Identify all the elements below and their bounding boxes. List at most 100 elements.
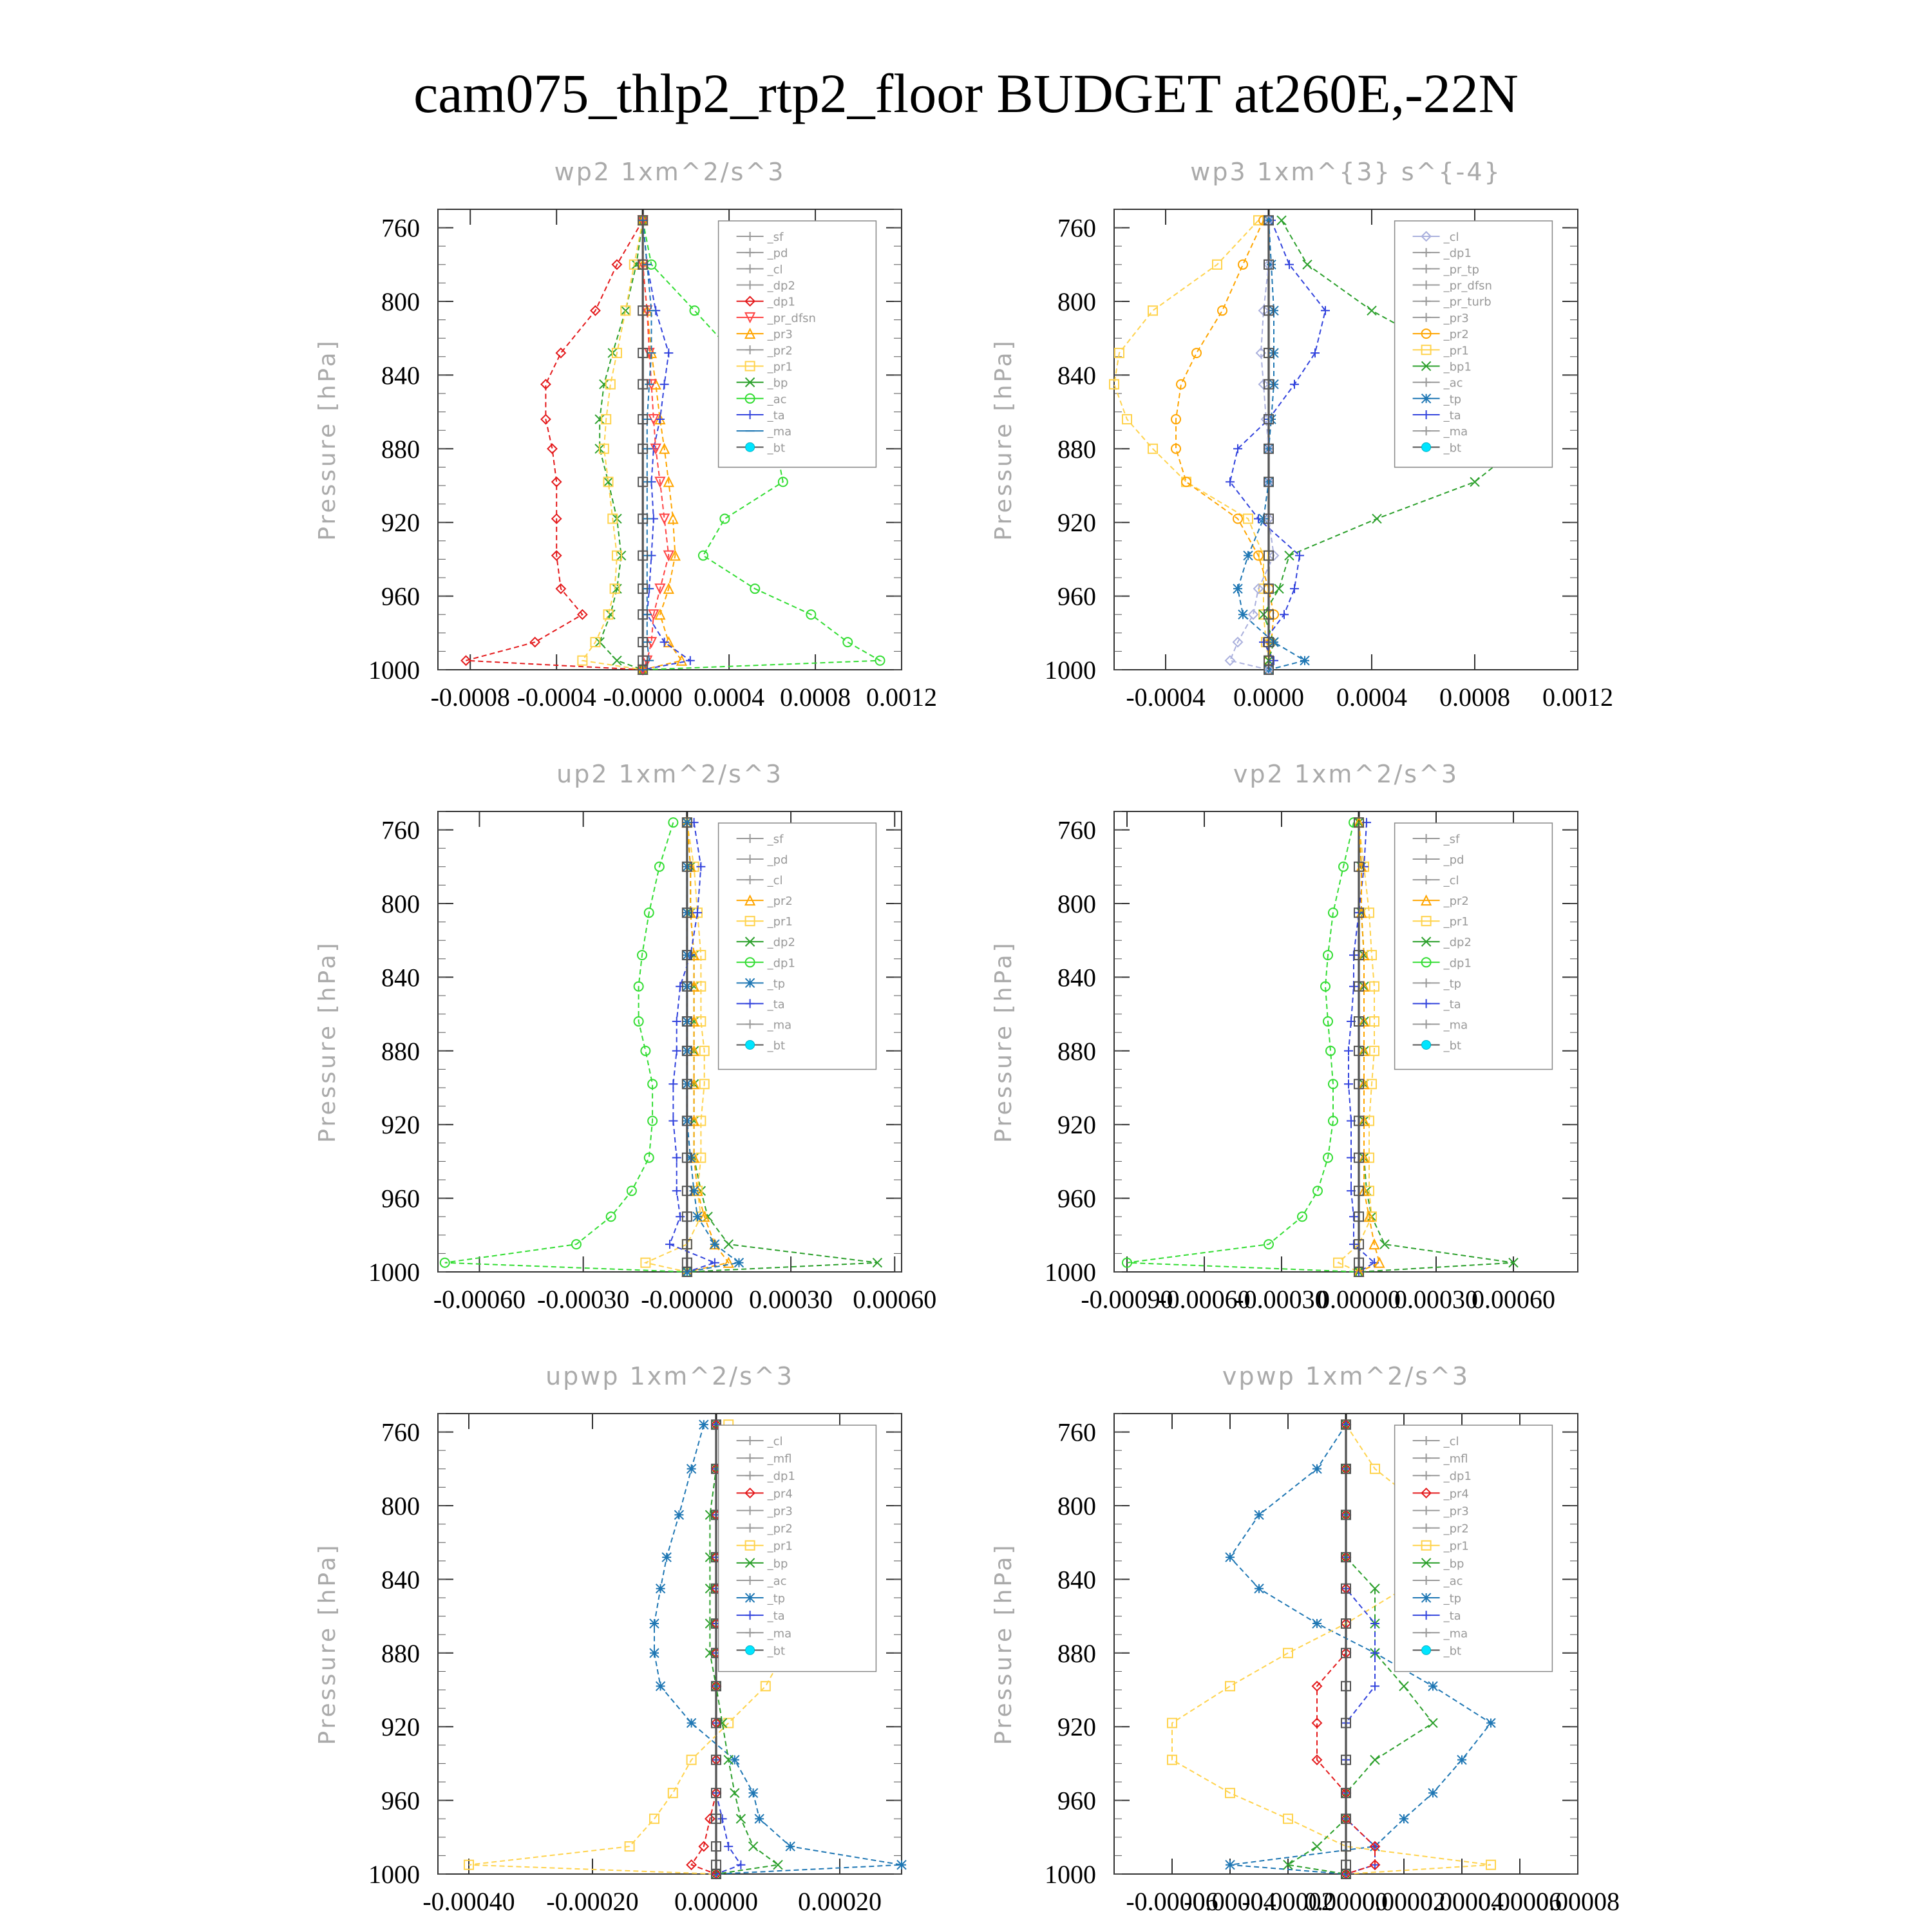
data-point (1243, 513, 1253, 524)
data-point (698, 1841, 710, 1852)
data-point (1368, 1238, 1380, 1250)
legend-label: _ma (767, 1018, 792, 1032)
x-tick-label: 0.00008 (1536, 1887, 1620, 1916)
legend-label: _cl (767, 263, 783, 276)
data-point (1264, 259, 1274, 270)
x-tick-label: 0.0000 (1233, 683, 1304, 712)
legend-marker (1421, 1558, 1432, 1568)
data-point (1325, 1045, 1336, 1056)
data-point (1323, 1152, 1333, 1163)
y-tick-label: 920 (1057, 1110, 1096, 1139)
data-point (1369, 1045, 1379, 1056)
data-point (672, 1153, 681, 1162)
data-point (620, 305, 631, 316)
y-tick-label: 840 (381, 1565, 420, 1594)
legend-marker (1421, 280, 1431, 290)
legend-label: _bt (1443, 1039, 1461, 1052)
data-point (711, 1754, 721, 1765)
legend-label: _bp1 (1443, 360, 1472, 374)
legend-marker (745, 1611, 755, 1620)
legend-label: _mfl (767, 1452, 792, 1466)
x-tick-label: 0.00004 (1420, 1887, 1504, 1916)
series-line (642, 220, 883, 670)
legend-label: _dp1 (767, 956, 795, 970)
legend-marker (1421, 1575, 1431, 1585)
data-point (1354, 861, 1364, 872)
data-point (723, 1256, 734, 1268)
data-point (638, 513, 649, 524)
data-point (681, 1045, 692, 1056)
data-point (1264, 348, 1274, 359)
data-point (711, 1841, 721, 1852)
data-point (681, 981, 692, 992)
legend-marker (744, 957, 755, 968)
data-point (638, 215, 649, 226)
data-point (1367, 1079, 1377, 1090)
legend-label: _ta (1443, 1609, 1461, 1623)
data-point (551, 476, 562, 488)
legend-marker (744, 377, 755, 388)
legend-label: _ta (1443, 409, 1461, 422)
data-point (643, 907, 654, 918)
data-point (1372, 513, 1382, 524)
data-point (640, 1045, 651, 1056)
data-point (1243, 550, 1253, 561)
y-tick-label: 920 (381, 1110, 420, 1139)
legend-label: _ac (767, 1575, 787, 1588)
data-point (1311, 1718, 1323, 1728)
y-tick-label: 800 (381, 287, 420, 316)
data-point (1367, 305, 1377, 316)
legend-label: _pr1 (767, 360, 793, 374)
data-point (638, 348, 649, 359)
legend-label: _ma (1443, 425, 1468, 439)
data-point (1369, 1859, 1381, 1871)
legend-marker (745, 834, 755, 843)
data-point (686, 1859, 697, 1871)
y-axis-label: Pressure [hPa] (990, 940, 1017, 1142)
x-tick-label: -0.00040 (422, 1887, 515, 1916)
x-tick-label: -0.00030 (537, 1285, 629, 1314)
data-point (1370, 1619, 1379, 1629)
data-point (1354, 1186, 1364, 1197)
legend-label: _bt (1443, 441, 1461, 455)
data-point (717, 1814, 727, 1824)
data-point (555, 583, 567, 594)
data-point (705, 1552, 715, 1562)
legend-label: _pr_dfsn (1443, 279, 1492, 293)
y-tick-label: 920 (381, 508, 420, 537)
data-point (672, 1046, 681, 1056)
legend-marker (1421, 1436, 1431, 1445)
legend-label: _pr2 (767, 1522, 793, 1536)
data-point (1341, 1869, 1351, 1879)
data-point (1148, 443, 1158, 454)
legend-marker (1421, 345, 1432, 355)
data-point (1379, 1239, 1390, 1249)
x-tick-label: 0.0008 (780, 683, 851, 712)
y-tick-label: 920 (381, 1712, 420, 1741)
series-line (468, 1424, 785, 1875)
data-point (638, 550, 649, 561)
legend-marker (744, 361, 755, 372)
data-point (649, 1648, 659, 1658)
data-point (736, 1860, 746, 1870)
data-point (1354, 981, 1364, 992)
data-point (872, 1257, 883, 1268)
legend-marker (1421, 312, 1431, 322)
data-point (1341, 1618, 1351, 1629)
data-point (723, 1239, 734, 1249)
legend-label: _dp2 (767, 279, 795, 293)
legend-label: _pr4 (1443, 1487, 1469, 1501)
legend-label: _pr_turb (1443, 296, 1492, 309)
plot-frame (437, 811, 902, 1273)
x-tick-label: -0.00000 (641, 1285, 733, 1314)
series-line (1337, 822, 1375, 1273)
y-tick-label: 1000 (368, 656, 420, 685)
data-point (672, 1186, 681, 1196)
data-point (611, 550, 622, 561)
legend-label: _dp1 (767, 1470, 795, 1483)
data-point (842, 637, 853, 648)
data-point (1283, 1647, 1293, 1658)
data-point (655, 1583, 666, 1594)
x-tick-label: 0.00000 (674, 1887, 758, 1916)
